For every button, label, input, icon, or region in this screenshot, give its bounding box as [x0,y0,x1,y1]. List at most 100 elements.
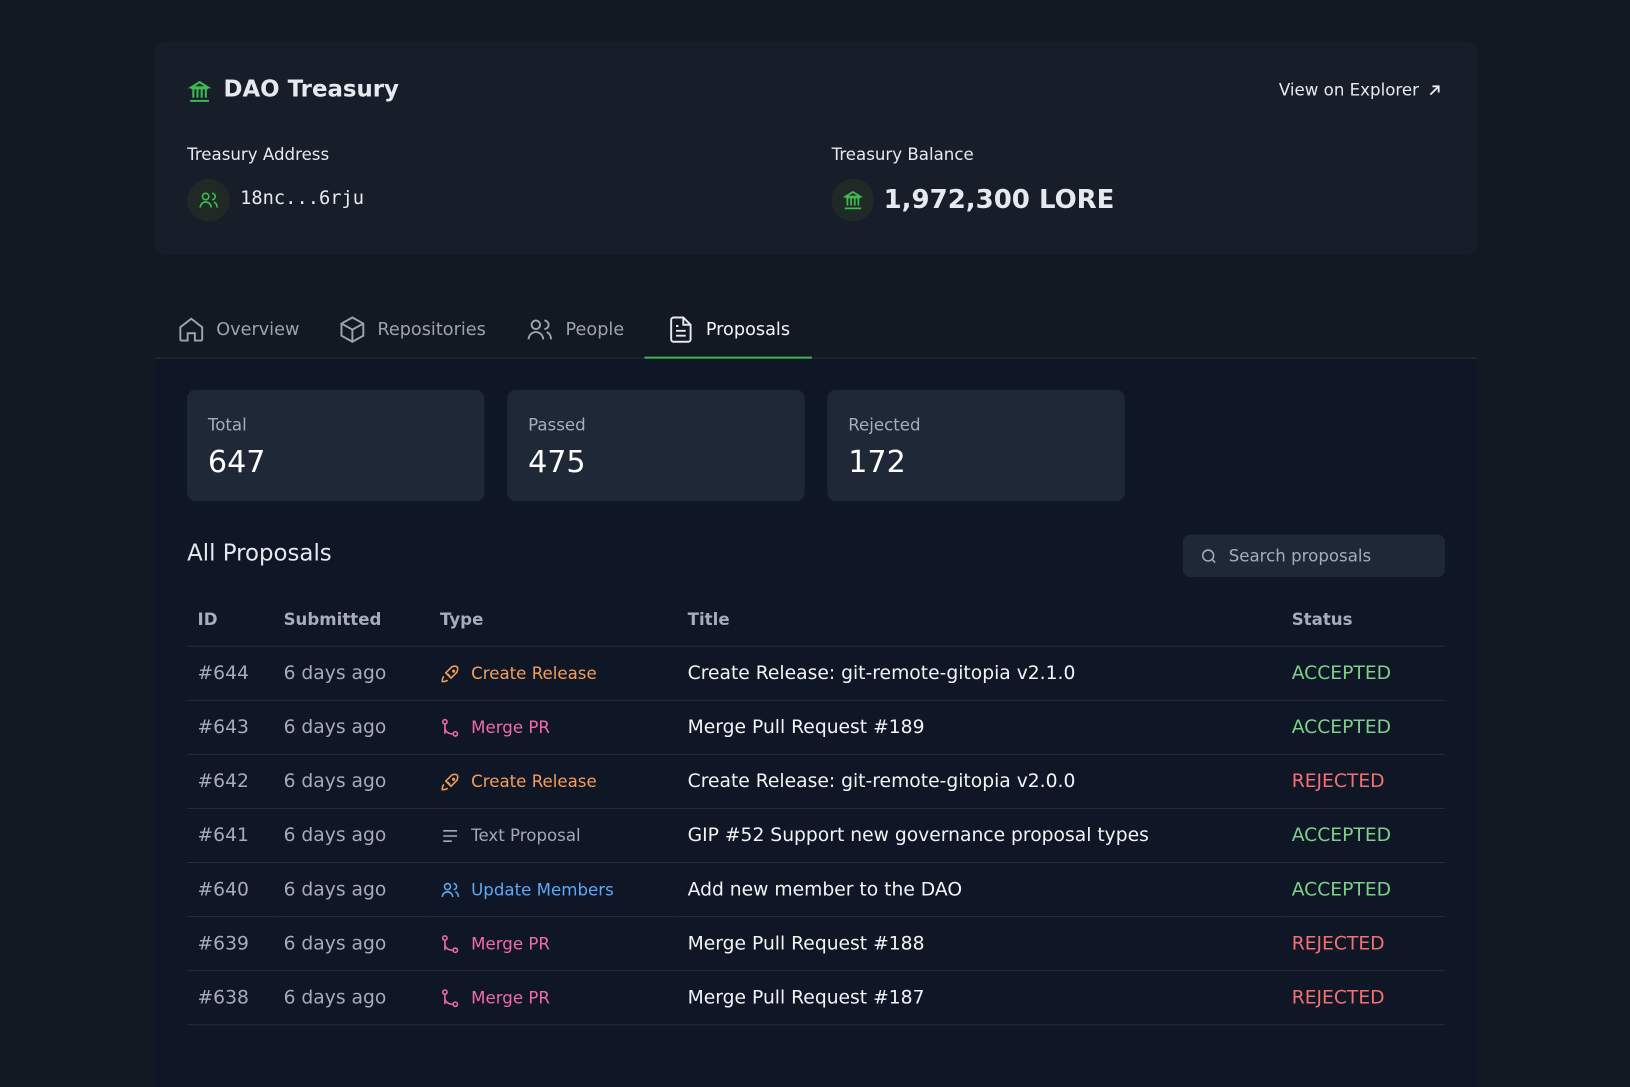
proposal-row[interactable]: #6396 days ago Merge PR Merge Pull Request… [187,917,1445,971]
column-header: ID [187,592,273,647]
proposal-type-cell: Merge PR [430,971,678,1025]
treasury-balance: 1,972,300 LORE [884,184,1115,214]
proposal-type: Create Release [440,663,667,684]
proposal-id: #638 [187,971,273,1025]
tab[interactable]: People [524,302,624,357]
treasury-address: 18nc...6rju [240,187,364,209]
tab-bar: Overview Repositories People Proposals [155,302,1477,359]
explorer-link[interactable]: View on Explorer [1279,80,1442,100]
stat-value: 647 [208,444,266,479]
proposal-row[interactable]: #6406 days ago Update Members Add new memb… [187,863,1445,917]
section-title: All Proposals [187,541,332,567]
proposal-type: Merge PR [440,987,667,1008]
proposal-title: Merge Pull Request #188 [677,917,1281,971]
proposal-id: #639 [187,917,273,971]
tab-label[interactable]: Overview [216,319,299,340]
proposal-submitted: 6 days ago [273,754,429,808]
type-icon [440,663,461,684]
type-icon [440,879,461,900]
proposal-type-cell: Create Release [430,646,678,700]
search-box[interactable]: Search proposals [1183,534,1445,577]
treasury-title: DAO Treasury [223,77,398,103]
proposal-status: REJECTED [1281,754,1445,808]
proposal-type-cell: Update Members [430,863,678,917]
column-header: Title [677,592,1281,647]
proposal-id: #644 [187,646,273,700]
proposal-type: Update Members [440,879,667,900]
proposal-row[interactable]: #6436 days ago Merge PR Merge Pull Request… [187,700,1445,754]
page: DAO Treasury View on Explorer Treasury A… [0,0,1630,1046]
proposal-id: #642 [187,754,273,808]
tab[interactable]: Overview [177,302,300,357]
proposal-status: REJECTED [1281,917,1445,971]
explorer-link-text[interactable]: View on Explorer [1279,80,1419,100]
stat-label: Rejected [848,415,920,435]
proposal-title: Create Release: git-remote-gitopia v2.1.… [677,646,1281,700]
header-row: IDSubmittedTypeTitleStatus [187,592,1445,647]
address-label: Treasury Address [187,145,329,165]
tab-label[interactable]: People [565,319,624,340]
tab-active[interactable]: Proposals [644,302,811,359]
column-header: Type [430,592,678,647]
tab-label[interactable]: Proposals [706,319,790,340]
proposal-title: GIP #52 Support new governance proposal … [677,808,1281,862]
proposals-panel: Total 647 Passed 475 Rejected 172 All Proposa… [155,359,1477,1087]
proposal-submitted: 6 days ago [273,917,429,971]
stat-label: Total [208,415,247,435]
stat-label: Passed [528,415,586,435]
treasury-card: DAO Treasury View on Explorer Treasury A… [155,42,1477,255]
type-icon [440,771,461,792]
external-icon [1427,83,1442,98]
proposal-id: #643 [187,700,273,754]
stage: DAO Treasury View on Explorer Treasury A… [0,0,1630,1046]
proposal-type: Merge PR [440,717,667,738]
type-label: Update Members [471,880,614,900]
proposal-submitted: 6 days ago [273,808,429,862]
type-label: Create Release [471,772,597,792]
proposal-submitted: 6 days ago [273,700,429,754]
tab-label[interactable]: Repositories [377,319,485,340]
proposal-row[interactable]: #6386 days ago Merge PR Merge Pull Request… [187,971,1445,1025]
proposal-submitted: 6 days ago [273,971,429,1025]
address-avatar [187,179,230,222]
balance-icon [832,179,875,222]
proposal-type-cell: Text Proposal [430,808,678,862]
proposal-status: ACCEPTED [1281,646,1445,700]
proposal-type-cell: Merge PR [430,917,678,971]
proposal-type: Text Proposal [440,825,667,846]
stat-value: 475 [528,444,586,479]
type-icon [440,987,461,1008]
proposal-type-cell: Merge PR [430,700,678,754]
proposal-row[interactable]: #6426 days agoCreate ReleaseCreate Relea… [187,754,1445,808]
proposal-status: REJECTED [1281,971,1445,1025]
type-label: Merge PR [471,988,550,1008]
table-body: #6446 days agoCreate ReleaseCreate Relea… [187,646,1445,1024]
proposal-id: #640 [187,863,273,917]
search-placeholder[interactable]: Search proposals [1229,546,1372,566]
type-icon [440,825,461,846]
tab[interactable]: Repositories [338,302,486,357]
proposals-table: IDSubmittedTypeTitleStatus#6446 days ago… [187,592,1445,1026]
stat-value: 172 [848,444,906,479]
proposal-type: Merge PR [440,933,667,954]
proposal-status: ACCEPTED [1281,700,1445,754]
proposal-submitted: 6 days ago [273,863,429,917]
proposal-submitted: 6 days ago [273,646,429,700]
stat-card: Total 647 [187,390,484,501]
column-header: Status [1281,592,1445,647]
proposal-title: Merge Pull Request #187 [677,971,1281,1025]
balance-label: Treasury Balance [832,145,974,165]
proposal-type: Create Release [440,771,667,792]
proposal-title: Merge Pull Request #189 [677,700,1281,754]
proposal-row[interactable]: #6416 days agoText ProposalGIP #52 Suppo… [187,808,1445,862]
proposal-row[interactable]: #6446 days ago Create Release Create Relea… [187,646,1445,700]
proposal-status: ACCEPTED [1281,808,1445,862]
type-label: Merge PR [471,717,550,737]
proposal-type-cell: Create Release [430,754,678,808]
type-label: Create Release [471,663,597,683]
proposal-title: Add new member to the DAO [677,863,1281,917]
column-header: Submitted [273,592,429,647]
proposal-status: ACCEPTED [1281,863,1445,917]
bank-icon [187,79,212,104]
type-icon [440,717,461,738]
